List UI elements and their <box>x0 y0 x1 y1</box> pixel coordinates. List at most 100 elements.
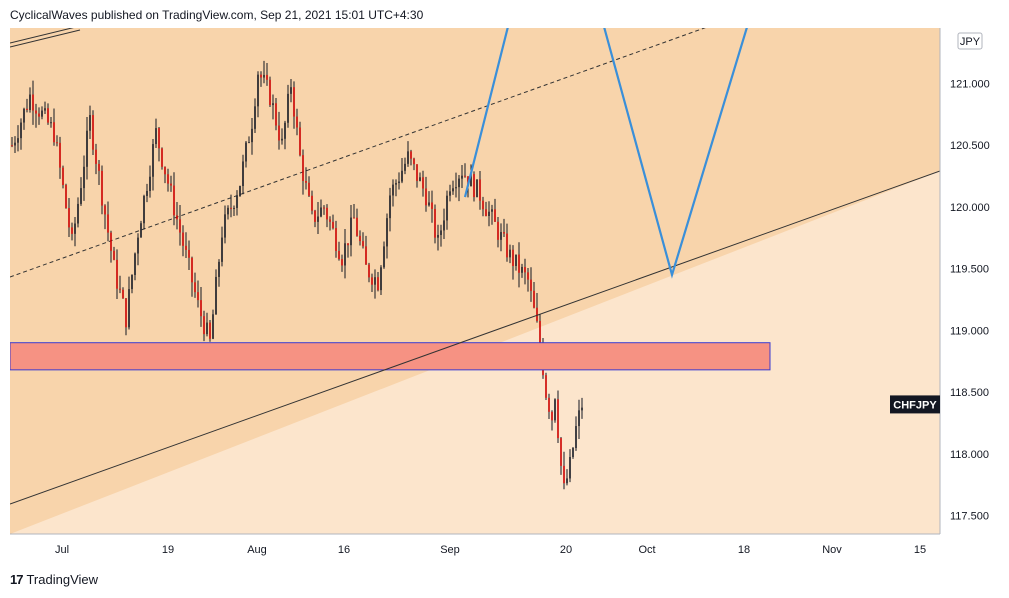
candle-body <box>68 208 70 228</box>
candle-body <box>248 142 250 144</box>
candle-body <box>257 74 259 107</box>
candle-body <box>209 322 211 339</box>
candle-body <box>374 277 376 285</box>
candle-body <box>89 115 91 131</box>
candle-body <box>92 115 94 150</box>
candle-body <box>527 272 529 280</box>
candle-body <box>287 93 289 123</box>
candle-body <box>557 399 559 439</box>
x-tick-label: 15 <box>914 544 926 556</box>
y-tick-label: 120.500 <box>950 140 990 152</box>
candle-body <box>485 209 487 217</box>
candle-body <box>86 130 88 167</box>
candle-body <box>116 259 118 289</box>
candle-body <box>203 316 205 335</box>
candle-body <box>38 113 40 117</box>
support-zone <box>10 342 771 371</box>
candle-body <box>530 279 532 291</box>
candle-body <box>392 184 394 196</box>
candle-body <box>359 235 361 242</box>
candle-body <box>575 426 577 448</box>
candle-body <box>455 187 457 189</box>
candle-body <box>416 164 418 181</box>
candle-body <box>311 195 313 211</box>
candle-body <box>410 151 412 159</box>
candle-body <box>491 209 493 212</box>
candle-body <box>515 254 517 266</box>
symbol-badge <box>890 395 940 414</box>
publish-header: CyclicalWaves published on TradingView.c… <box>10 8 424 22</box>
candle-body <box>275 103 277 126</box>
candle-body <box>512 249 514 266</box>
candle-body <box>488 211 490 217</box>
candle-body <box>197 292 199 301</box>
y-tick-label: 121.000 <box>950 79 990 91</box>
candle-body <box>422 177 424 189</box>
candle-body <box>152 144 154 177</box>
chfjpy-chart[interactable]: JPY 121.000 120.500 120.000 119.500 119.000 11… <box>10 28 1000 564</box>
candle-body <box>500 232 502 240</box>
candle-body <box>221 237 223 262</box>
candle-body <box>443 220 445 231</box>
candle-body <box>101 170 103 206</box>
candle-body <box>332 221 334 229</box>
candle-body <box>425 188 427 206</box>
symbol-badge-label: CHFJPY <box>893 399 937 411</box>
candle-body <box>14 142 16 146</box>
candle-body <box>230 207 232 209</box>
candle-body <box>440 230 442 235</box>
x-tick-label: Sep <box>440 544 460 556</box>
candle-body <box>206 322 208 335</box>
candle-body <box>227 207 229 215</box>
candle-body <box>242 161 244 187</box>
candle-body <box>80 188 82 204</box>
candle-body <box>509 249 511 258</box>
candle-body <box>518 254 520 273</box>
y-tick-label: 118.500 <box>950 387 989 399</box>
candle-body <box>215 276 217 315</box>
support-trendline <box>10 170 940 505</box>
candle-body <box>566 478 568 484</box>
candle-body <box>41 110 43 117</box>
x-tick-label: Nov <box>822 544 842 556</box>
candle-body <box>377 277 379 291</box>
candle-body <box>536 307 538 321</box>
candle-body <box>353 217 355 219</box>
candle-body <box>323 207 325 209</box>
candle-body <box>314 210 316 222</box>
candle-body <box>401 170 403 182</box>
candle-body <box>365 246 367 265</box>
candle-body <box>29 94 31 110</box>
candle-body <box>110 232 112 251</box>
candle-body <box>137 237 139 254</box>
candle-body <box>434 208 436 238</box>
candle-body <box>341 259 343 266</box>
candle-body <box>146 190 148 196</box>
candle-body <box>356 217 358 236</box>
candle-body <box>74 223 76 234</box>
candle-body <box>407 151 409 164</box>
x-tick-label: 18 <box>738 544 750 556</box>
candle-body <box>56 142 58 144</box>
chart-background <box>10 28 940 534</box>
candle-body <box>53 122 55 143</box>
candles <box>11 60 583 490</box>
candle-body <box>131 274 133 290</box>
candle-body <box>413 158 415 165</box>
candle-body <box>188 249 190 258</box>
candle-body <box>98 163 100 171</box>
candle-body <box>326 207 328 220</box>
candle-body <box>479 179 481 201</box>
candle-body <box>233 207 235 209</box>
candle-body <box>23 108 25 123</box>
candle-body <box>191 257 193 283</box>
candle-body <box>263 74 265 78</box>
candle-body <box>458 178 460 188</box>
candle-body <box>182 232 184 246</box>
candle-body <box>578 410 580 427</box>
candle-body <box>464 175 466 177</box>
candle-body <box>476 179 478 198</box>
candle-body <box>104 205 106 215</box>
candle-body <box>290 87 292 94</box>
x-tick-label: 20 <box>560 544 572 556</box>
